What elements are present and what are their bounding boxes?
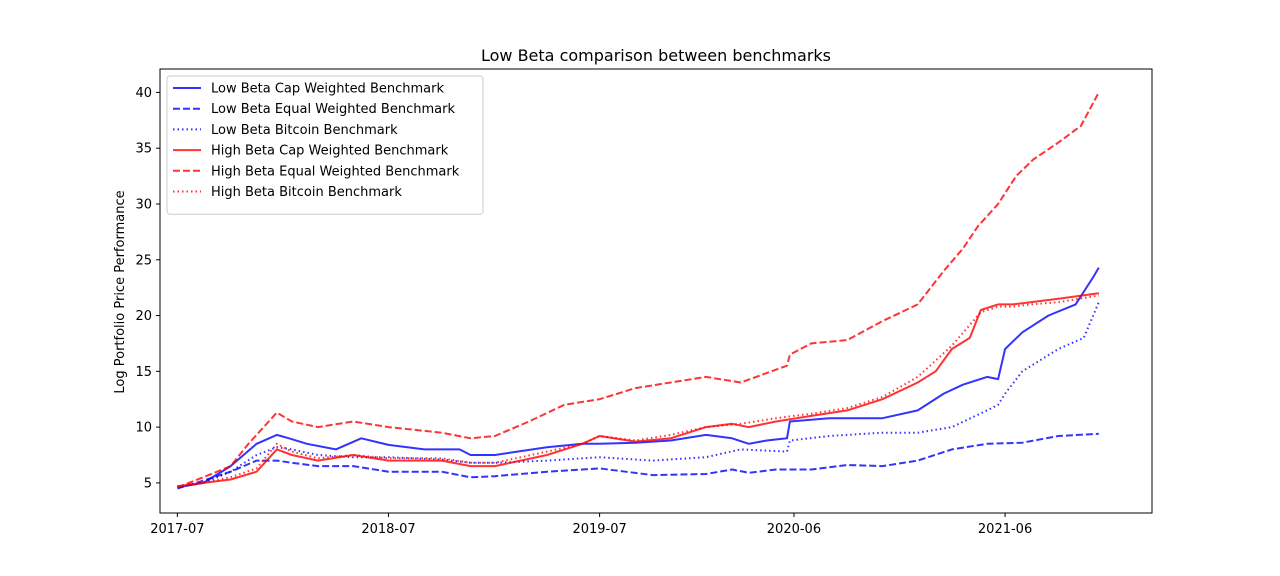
legend: Low Beta Cap Weighted Benchmark Low Beta … [166,75,484,215]
legend-label: Low Beta Cap Weighted Benchmark [211,82,444,97]
series-line-4 [177,292,1099,488]
x-tick-label: 2020-06 [767,522,821,537]
y-tick-label: 5 [144,476,152,491]
y-tick-label: 30 [135,197,152,212]
legend-label: High Beta Equal Weighted Benchmark [211,164,460,179]
legend-label: Low Beta Bitcoin Benchmark [211,123,398,138]
legend-box [166,75,484,215]
y-tick-label: 10 [135,421,152,436]
legend-label: Low Beta Equal Weighted Benchmark [211,102,455,117]
y-tick-label: 20 [135,309,152,324]
chart-title: Low Beta comparison between benchmarks [481,46,831,65]
x-tick-label: 2017-07 [150,522,204,537]
y-tick-label: 40 [135,86,152,101]
x-tick-label: 2021-06 [978,522,1032,537]
y-tick-label: 35 [135,142,152,157]
x-tick-label: 2018-07 [361,522,415,537]
axes-layer: 5 10 15 20 25 30 35 40 2017-07 2018-07 2019-07 2020… [135,86,1032,537]
legend-label: High Beta Bitcoin Benchmark [211,185,402,200]
x-tick-label: 2019-07 [572,522,626,537]
series-line-2 [177,432,1099,490]
plot-frame [159,68,1153,514]
y-tick-label: 15 [135,365,152,380]
series-line-1 [177,267,1100,489]
series-line-5 [177,91,1100,489]
legend-label: High Beta Cap Weighted Benchmark [211,144,449,159]
series-layer [177,91,1100,490]
y-tick-label: 25 [135,253,152,268]
y-axis-label: Log Portfolio Price Performance [113,190,128,393]
